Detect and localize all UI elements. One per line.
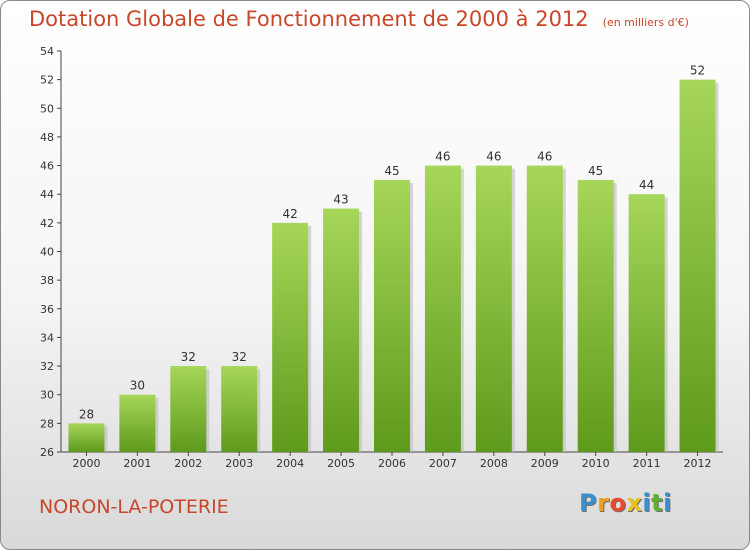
y-tick-label: 42	[40, 217, 54, 230]
y-tick-label: 30	[40, 389, 54, 402]
logo-letter: i	[642, 489, 652, 517]
unit-note: (en milliers d'€)	[602, 16, 689, 29]
y-tick-label: 34	[40, 331, 54, 344]
logo-letter: o	[609, 489, 627, 517]
bar-value-label: 42	[283, 207, 298, 221]
bar-value-label: 44	[639, 178, 654, 192]
x-tick-label: 2002	[174, 457, 202, 470]
bar-value-label: 30	[130, 379, 145, 393]
bar-value-label: 52	[690, 64, 705, 78]
y-tick-label: 26	[40, 446, 54, 459]
x-tick-label: 2006	[378, 457, 406, 470]
bar-chart: 26 28 30 32 34 36 38 40 42 44 46 48 50 52 54 28 2000 30 20…	[40, 45, 723, 470]
bar	[119, 394, 156, 452]
logo-letter: r	[597, 489, 610, 517]
x-tick-label: 2008	[480, 457, 508, 470]
bar	[475, 165, 512, 453]
bar	[221, 366, 258, 452]
x-tick-label: 2001	[123, 457, 151, 470]
bar-value-label: 43	[333, 193, 348, 207]
bar	[628, 194, 665, 452]
y-tick-label: 36	[40, 303, 54, 316]
x-tick-label: 2005	[327, 457, 355, 470]
bar	[323, 208, 360, 452]
y-tick-label: 52	[40, 74, 54, 87]
proxiti-logo: Proxiti	[579, 489, 672, 517]
bar-value-label: 32	[181, 350, 196, 364]
x-tick-label: 2011	[633, 457, 661, 470]
logo-letter: t	[651, 489, 664, 517]
bar	[374, 179, 410, 452]
y-tick-label: 48	[40, 131, 54, 144]
x-tick-label: 2004	[276, 457, 304, 470]
chart-title: Dotation Globale de Fonctionnement de 20…	[29, 7, 689, 31]
y-tick-label: 44	[40, 188, 54, 201]
x-tick-label: 2012	[684, 457, 712, 470]
y-tick-label: 38	[40, 274, 54, 287]
y-tick-label: 46	[40, 160, 54, 173]
bar	[577, 179, 614, 452]
bar	[170, 366, 207, 452]
y-tick-label: 50	[40, 102, 54, 115]
bar	[68, 423, 105, 452]
bar-value-label: 46	[486, 150, 501, 164]
y-tick-label: 32	[40, 360, 54, 373]
x-tick-label: 2003	[225, 457, 253, 470]
logo-letter: x	[626, 489, 643, 517]
y-tick-label: 54	[40, 45, 54, 58]
bar-value-label: 46	[435, 150, 450, 164]
y-tick-label: 40	[40, 246, 54, 259]
bar-value-label: 45	[384, 164, 399, 178]
bar	[526, 165, 563, 453]
commune-name: NORON-LA-POTERIE	[39, 496, 229, 518]
bar-value-label: 32	[232, 350, 247, 364]
bar	[272, 222, 309, 452]
bar	[679, 79, 716, 453]
y-tick-label: 28	[40, 417, 54, 430]
chart-title-text: Dotation Globale de Fonctionnement de 20…	[29, 7, 589, 31]
x-tick-label: 2000	[72, 457, 100, 470]
bar-value-label: 28	[79, 407, 94, 421]
bar	[424, 165, 461, 453]
bar-value-label: 46	[537, 150, 552, 164]
logo-letter: P	[579, 489, 598, 517]
x-tick-label: 2010	[582, 457, 610, 470]
bar-value-label: 45	[588, 164, 603, 178]
logo-letter: i	[663, 489, 672, 517]
x-tick-label: 2007	[429, 457, 457, 470]
x-tick-label: 2009	[531, 457, 559, 470]
